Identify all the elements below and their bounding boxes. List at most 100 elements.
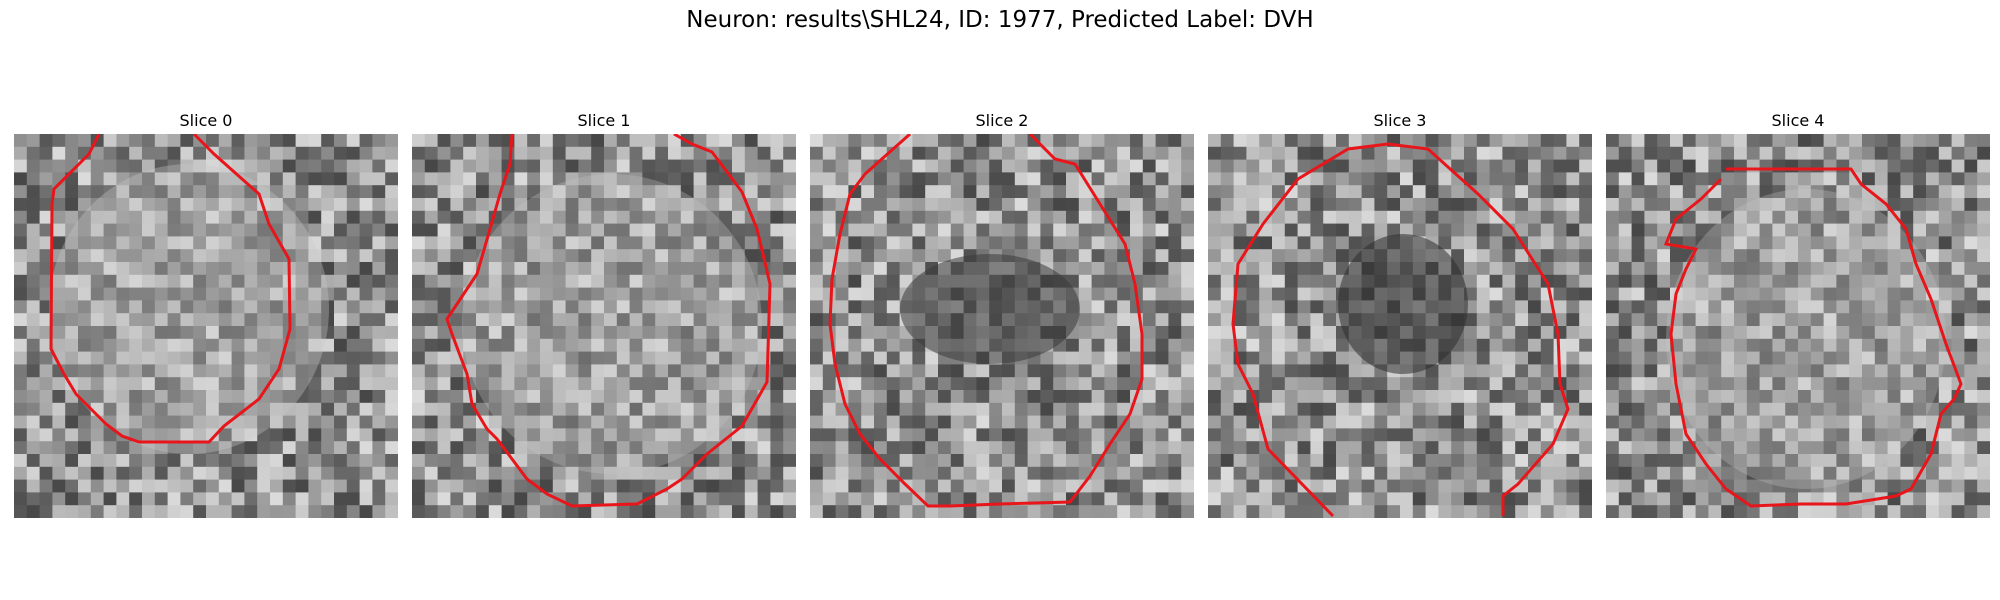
noise-cell [783, 146, 796, 161]
noise-cell [874, 223, 888, 237]
noise-cell [527, 492, 541, 506]
noise-cell [334, 223, 348, 237]
noise-cell [1913, 146, 1927, 161]
noise-cell [295, 236, 309, 250]
noise-cell [1078, 351, 1093, 365]
noise-cell [1759, 492, 1773, 506]
noise-cell [886, 505, 901, 518]
noise-cell [1066, 479, 1080, 493]
noise-cell [822, 364, 837, 378]
noise-cell [1142, 466, 1157, 481]
noise-cell [1682, 287, 1697, 301]
noise-cell [719, 441, 733, 455]
noise-cell [1657, 351, 1671, 365]
noise-cell [886, 454, 901, 468]
noise-cell [1721, 236, 1735, 250]
noise-cell [1746, 364, 1761, 378]
noise-cell [116, 210, 130, 225]
noise-cell [1014, 505, 1029, 518]
noise-cell [950, 466, 965, 481]
noise-cell [642, 402, 656, 417]
noise-cell [424, 185, 439, 199]
noise-cell [1155, 364, 1169, 378]
noise-cell [1502, 274, 1516, 289]
noise-cell [308, 134, 322, 148]
noise-cell [1977, 466, 1990, 481]
noise-cell [1746, 441, 1761, 455]
noise-cell [1657, 338, 1671, 353]
noise-cell [193, 364, 207, 378]
noise-cell [488, 377, 503, 391]
noise-cell [757, 364, 771, 378]
noise-cell [861, 198, 875, 212]
noise-cell [1708, 249, 1722, 263]
noise-cell [488, 249, 503, 263]
noise-cell [231, 441, 245, 455]
noise-cell [1208, 505, 1222, 518]
noise-cell [346, 454, 361, 468]
noise-cell [938, 159, 952, 173]
noise-cell [1117, 262, 1131, 276]
noise-cell [103, 223, 117, 237]
noise-cell [1695, 210, 1709, 225]
noise-cell [1951, 415, 1965, 429]
noise-cell [642, 479, 656, 493]
noise-cell [180, 454, 194, 468]
noise-cell [334, 172, 348, 186]
noise-cell [1246, 479, 1260, 493]
noise-cell [450, 172, 464, 186]
noise-cell [372, 210, 386, 225]
noise-cell [488, 415, 503, 429]
noise-cell [1836, 146, 1850, 161]
noise-cell [154, 172, 169, 186]
noise-cell [925, 249, 939, 263]
noise-cell [1220, 377, 1235, 391]
noise-cell [1502, 428, 1516, 442]
noise-cell [1208, 415, 1222, 429]
noise-cell [218, 313, 233, 327]
noise-cell [1708, 338, 1722, 353]
noise-cell [1502, 198, 1516, 212]
noise-cell [783, 223, 796, 237]
noise-cell [424, 492, 439, 506]
noise-cell [346, 338, 361, 353]
noise-cell [668, 210, 682, 225]
noise-cell [950, 479, 965, 493]
noise-cell [1682, 313, 1697, 327]
noise-cell [1284, 402, 1299, 417]
noise-cell [744, 428, 759, 442]
noise-cell [321, 210, 335, 225]
noise-cell [1887, 351, 1901, 365]
noise-cell [1887, 236, 1901, 250]
noise-cell [1900, 287, 1914, 301]
noise-cell [1220, 223, 1235, 237]
noise-cell [1425, 505, 1439, 518]
noise-cell [1900, 326, 1914, 340]
noise-cell [206, 198, 220, 212]
noise-cell [1631, 274, 1645, 289]
noise-cell [1502, 146, 1516, 161]
noise-cell [950, 146, 965, 161]
noise-cell [1566, 146, 1580, 161]
noise-cell [346, 441, 361, 455]
noise-cell [1297, 210, 1311, 225]
noise-cell [1540, 390, 1555, 404]
noise-cell [514, 300, 528, 314]
noise-cell [1168, 210, 1182, 225]
noise-cell [1579, 249, 1592, 263]
noise-cell [899, 415, 913, 429]
noise-cell [874, 172, 888, 186]
noise-cell [629, 454, 643, 468]
noise-cell [680, 313, 695, 327]
noise-cell [899, 505, 913, 518]
noise-cell [103, 236, 117, 250]
noise-cell [1374, 185, 1388, 199]
noise-cell [1926, 338, 1940, 353]
noise-cell [1181, 377, 1194, 391]
noise-cell [1014, 402, 1029, 417]
noise-cell [167, 454, 181, 468]
noise-cell [295, 390, 309, 404]
noise-cell [1887, 287, 1901, 301]
noise-cell [129, 198, 143, 212]
noise-cell [1361, 134, 1375, 148]
